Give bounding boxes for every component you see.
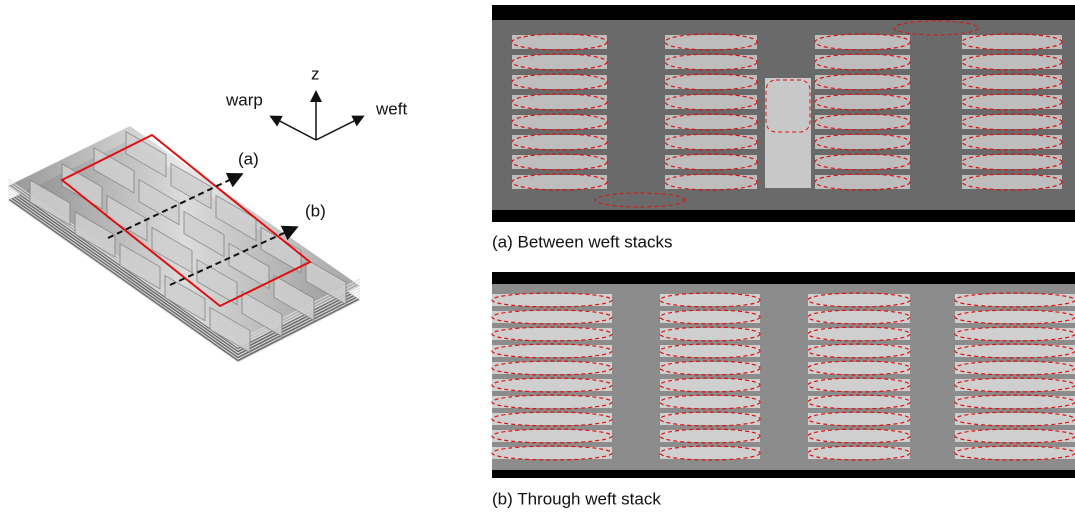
tow-band [962,135,1062,149]
tow-band [808,328,910,340]
tow-band [660,311,760,323]
label-a: (a) [238,149,259,168]
label-b: (b) [305,201,326,220]
tow-band [512,155,607,169]
tow-band [962,115,1062,129]
weft-axis [316,117,362,140]
tow-band [492,328,612,340]
tow-band [955,447,1075,459]
tow-band [660,345,760,357]
tow-band [492,447,612,459]
tow-band [660,430,760,442]
tow-band [492,294,612,306]
caption-b: (b) Through weft stack [492,489,661,508]
tow-band [815,155,910,169]
tow-band [955,379,1075,391]
tow-band [665,95,757,109]
z-label: z [311,64,320,83]
tow-band [665,75,757,89]
tow-band [492,430,612,442]
tow-band [808,396,910,408]
tow-band [665,175,757,189]
tow-band [962,175,1062,189]
tow-band [660,328,760,340]
tow-band [808,345,910,357]
tow-band [512,75,607,89]
ct-image-b [492,272,1075,478]
tow-band [815,135,910,149]
tow-band [512,95,607,109]
tow-band [808,362,910,374]
tow-band [815,55,910,69]
tow-band [512,175,607,189]
tow-band [660,294,760,306]
warp-label: warp [225,90,263,109]
tow-band [660,396,760,408]
tow-band [492,345,612,357]
tow-band [492,362,612,374]
tow-band [808,294,910,306]
tow-band [665,155,757,169]
tow-band [955,328,1075,340]
tow-band [808,447,910,459]
tow-band [492,311,612,323]
warp-axis [272,117,316,140]
tow-band [660,362,760,374]
tow-band [815,175,910,189]
tow-band [962,35,1062,49]
tow-band [955,413,1075,425]
tow-band [955,311,1075,323]
tow-band [660,413,760,425]
tow-band [955,396,1075,408]
ct-image-a [492,5,1075,222]
tow-band [962,95,1062,109]
tow-band [512,35,607,49]
tow-band [512,115,607,129]
tow-band [815,75,910,89]
tow-band [962,55,1062,69]
figure: (a) (b) z warp weft (a) Between weft sta… [0,0,1075,514]
weft-label: weft [375,99,407,118]
tow-band [660,447,760,459]
tow-band [815,35,910,49]
tow-band [492,413,612,425]
tow-band [512,135,607,149]
tow-band [665,55,757,69]
tow-band [512,55,607,69]
tow-band [808,379,910,391]
tow-band [665,135,757,149]
tow-band [962,75,1062,89]
tow-band [808,430,910,442]
caption-a: (a) Between weft stacks [492,232,672,251]
tow-band [815,115,910,129]
tow-band [815,95,910,109]
tow-band [808,413,910,425]
tow-band [808,311,910,323]
tow-band [660,379,760,391]
tow-band [962,155,1062,169]
tow-band [955,430,1075,442]
tow-band [492,396,612,408]
tow-band [955,345,1075,357]
tow-band [955,362,1075,374]
tow-band [665,115,757,129]
tow-band [492,379,612,391]
tow-band [665,35,757,49]
tow-band [955,294,1075,306]
